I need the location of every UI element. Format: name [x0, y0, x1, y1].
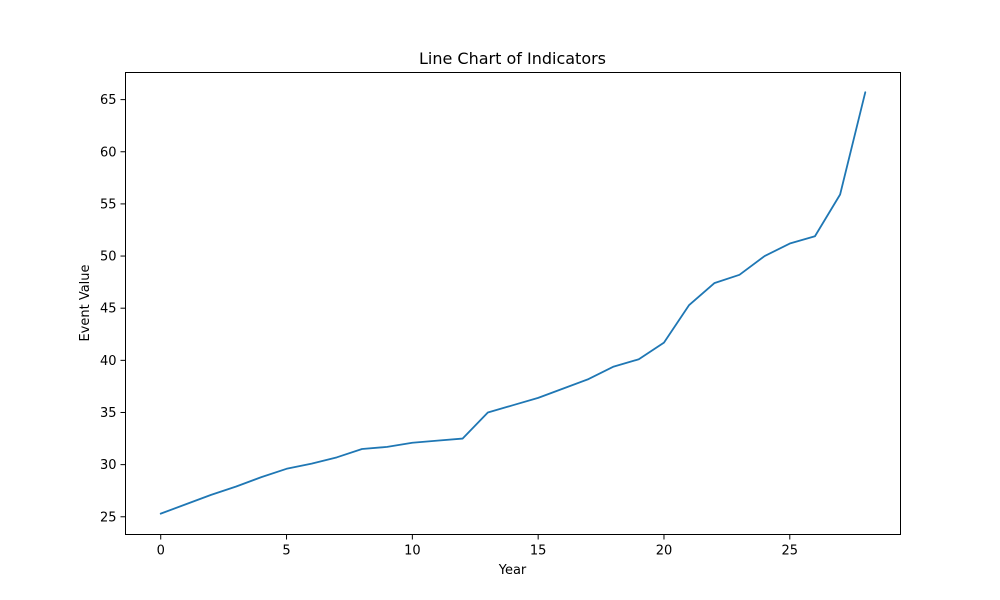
y-tick-label: 55 — [100, 197, 117, 212]
series-line — [159, 91, 867, 515]
y-tick-label: 50 — [100, 250, 117, 265]
y-axis-label: Event Value — [78, 264, 93, 341]
x-tick-label: 0 — [157, 544, 165, 559]
plot-frame — [125, 72, 901, 535]
y-tick-label: 60 — [100, 145, 117, 160]
x-tick-label: 20 — [656, 544, 673, 559]
y-tick-label: 35 — [100, 406, 117, 421]
y-tick-label: 25 — [100, 510, 117, 525]
x-axis: 0 5 10 15 20 25 — [157, 534, 799, 559]
y-tick-label: 45 — [100, 302, 117, 317]
x-axis-label: Year — [498, 563, 527, 578]
x-tick-label: 10 — [404, 544, 421, 559]
x-tick-label: 5 — [282, 544, 290, 559]
y-tick-label: 30 — [100, 458, 117, 473]
y-axis: 25 30 35 40 45 50 55 60 65 — [100, 93, 126, 525]
y-tick-label: 40 — [100, 354, 117, 369]
y-tick-label: 65 — [100, 93, 117, 108]
x-tick-label: 25 — [782, 544, 799, 559]
x-tick-label: 15 — [530, 544, 547, 559]
series-layer — [159, 91, 867, 515]
chart-title: Line Chart of Indicators — [419, 49, 606, 68]
